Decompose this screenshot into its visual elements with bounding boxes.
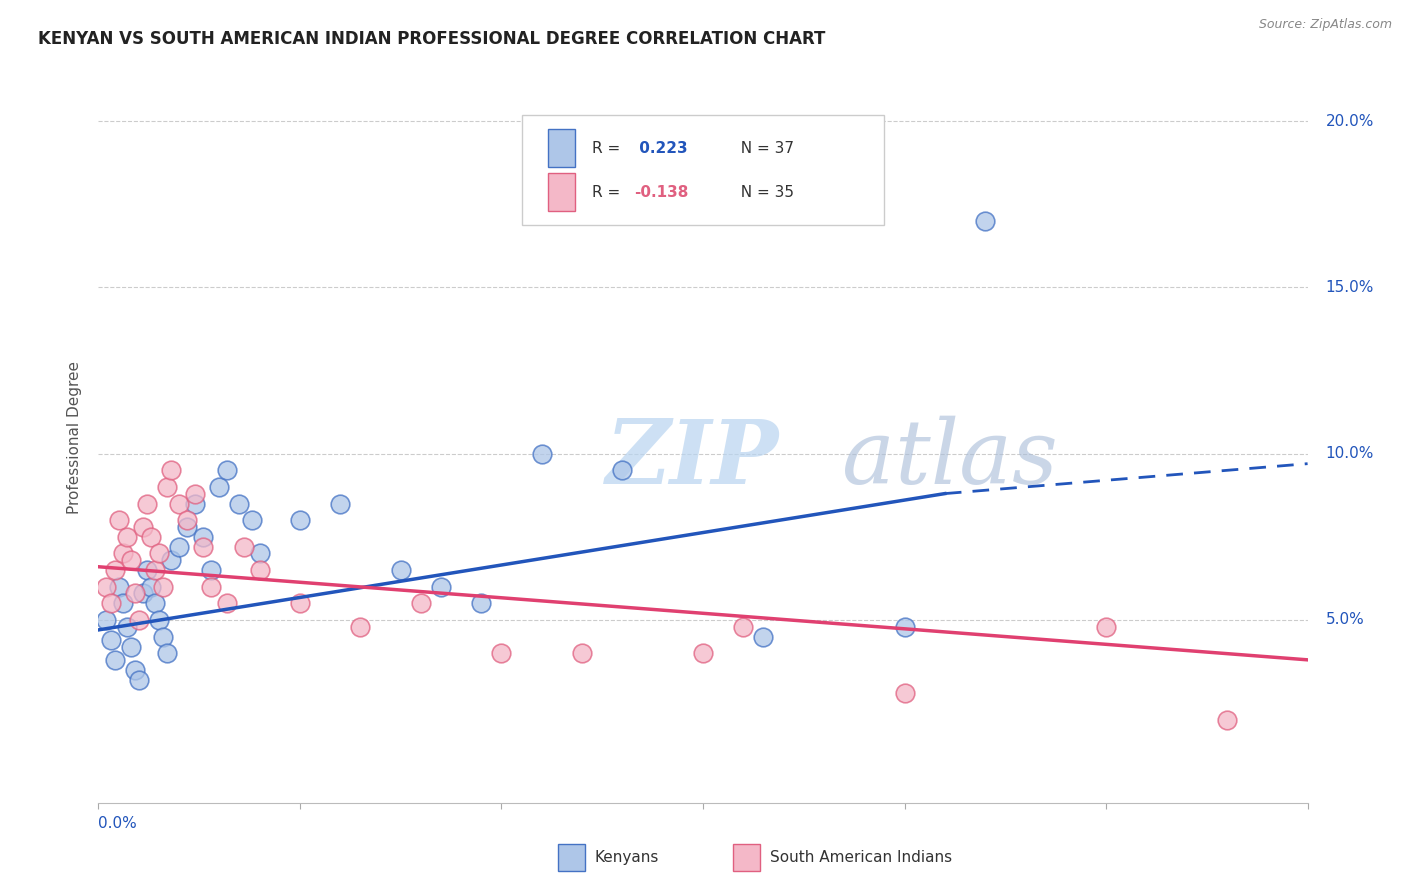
Point [193, 540, 215, 554]
Point [124, 586, 146, 600]
Text: 10.0%: 10.0% [1326, 446, 1374, 461]
Point [208, 480, 231, 494]
FancyBboxPatch shape [548, 173, 575, 211]
Point [111, 596, 134, 610]
Point [107, 513, 129, 527]
Y-axis label: Professional Degree: Professional Degree [67, 360, 83, 514]
Point [612, 463, 634, 477]
Point [240, 513, 263, 527]
Point [111, 546, 134, 560]
Point [160, 553, 183, 567]
Point [184, 486, 207, 500]
Point [349, 619, 371, 633]
Point [200, 563, 222, 577]
Point [232, 540, 254, 554]
Point [103, 653, 125, 667]
Point [167, 540, 190, 554]
Point [100, 596, 122, 610]
Point [103, 563, 125, 577]
Point [139, 580, 162, 594]
Point [115, 530, 138, 544]
Point [329, 497, 352, 511]
Point [107, 580, 129, 594]
Point [128, 673, 150, 687]
Text: Source: ZipAtlas.com: Source: ZipAtlas.com [1258, 18, 1392, 31]
Text: South American Indians: South American Indians [769, 850, 952, 865]
Point [733, 619, 755, 633]
Point [193, 530, 215, 544]
Point [409, 596, 432, 610]
Text: R =: R = [592, 185, 624, 200]
FancyBboxPatch shape [734, 845, 759, 871]
Point [96, 613, 118, 627]
Point [120, 640, 142, 654]
Point [200, 580, 222, 594]
Text: KENYAN VS SOUTH AMERICAN INDIAN PROFESSIONAL DEGREE CORRELATION CHART: KENYAN VS SOUTH AMERICAN INDIAN PROFESSI… [38, 29, 825, 47]
Text: N = 37: N = 37 [731, 141, 794, 156]
Point [156, 480, 179, 494]
Point [128, 613, 150, 627]
Point [160, 463, 183, 477]
Text: atlas: atlas [842, 416, 1057, 502]
Point [96, 580, 118, 594]
Point [893, 619, 915, 633]
Text: ZIP: ZIP [606, 416, 780, 502]
Point [135, 497, 157, 511]
Point [288, 596, 311, 610]
Point [132, 520, 155, 534]
Point [1216, 713, 1239, 727]
Text: N = 35: N = 35 [731, 185, 794, 200]
Point [176, 513, 198, 527]
Point [135, 563, 157, 577]
Text: -0.138: -0.138 [634, 185, 689, 200]
Point [893, 686, 915, 700]
FancyBboxPatch shape [558, 845, 585, 871]
Point [470, 596, 492, 610]
FancyBboxPatch shape [548, 129, 575, 167]
Point [491, 646, 513, 660]
Text: 0.223: 0.223 [634, 141, 688, 156]
Point [389, 563, 412, 577]
Point [124, 663, 146, 677]
Point [752, 630, 775, 644]
Point [1095, 619, 1118, 633]
Point [228, 497, 250, 511]
Point [156, 646, 179, 660]
Point [692, 646, 714, 660]
Point [139, 530, 162, 544]
Point [152, 580, 174, 594]
Text: R =: R = [592, 141, 624, 156]
Text: Kenyans: Kenyans [595, 850, 658, 865]
Point [974, 214, 997, 228]
Point [148, 546, 170, 560]
Text: 20.0%: 20.0% [1326, 114, 1374, 128]
Text: 5.0%: 5.0% [1326, 613, 1364, 627]
FancyBboxPatch shape [522, 115, 884, 225]
Point [249, 546, 271, 560]
Point [148, 613, 170, 627]
Point [143, 596, 166, 610]
Point [217, 463, 239, 477]
Point [120, 553, 142, 567]
Point [100, 632, 122, 647]
Point [143, 563, 166, 577]
Point [167, 497, 190, 511]
Point [176, 520, 198, 534]
Point [530, 447, 553, 461]
Point [288, 513, 311, 527]
Point [115, 619, 138, 633]
Point [132, 586, 155, 600]
Point [430, 580, 453, 594]
Point [571, 646, 593, 660]
Point [184, 497, 207, 511]
Point [152, 630, 174, 644]
Point [217, 596, 239, 610]
Text: 15.0%: 15.0% [1326, 280, 1374, 295]
Text: 0.0%: 0.0% [98, 816, 138, 831]
Point [249, 563, 271, 577]
